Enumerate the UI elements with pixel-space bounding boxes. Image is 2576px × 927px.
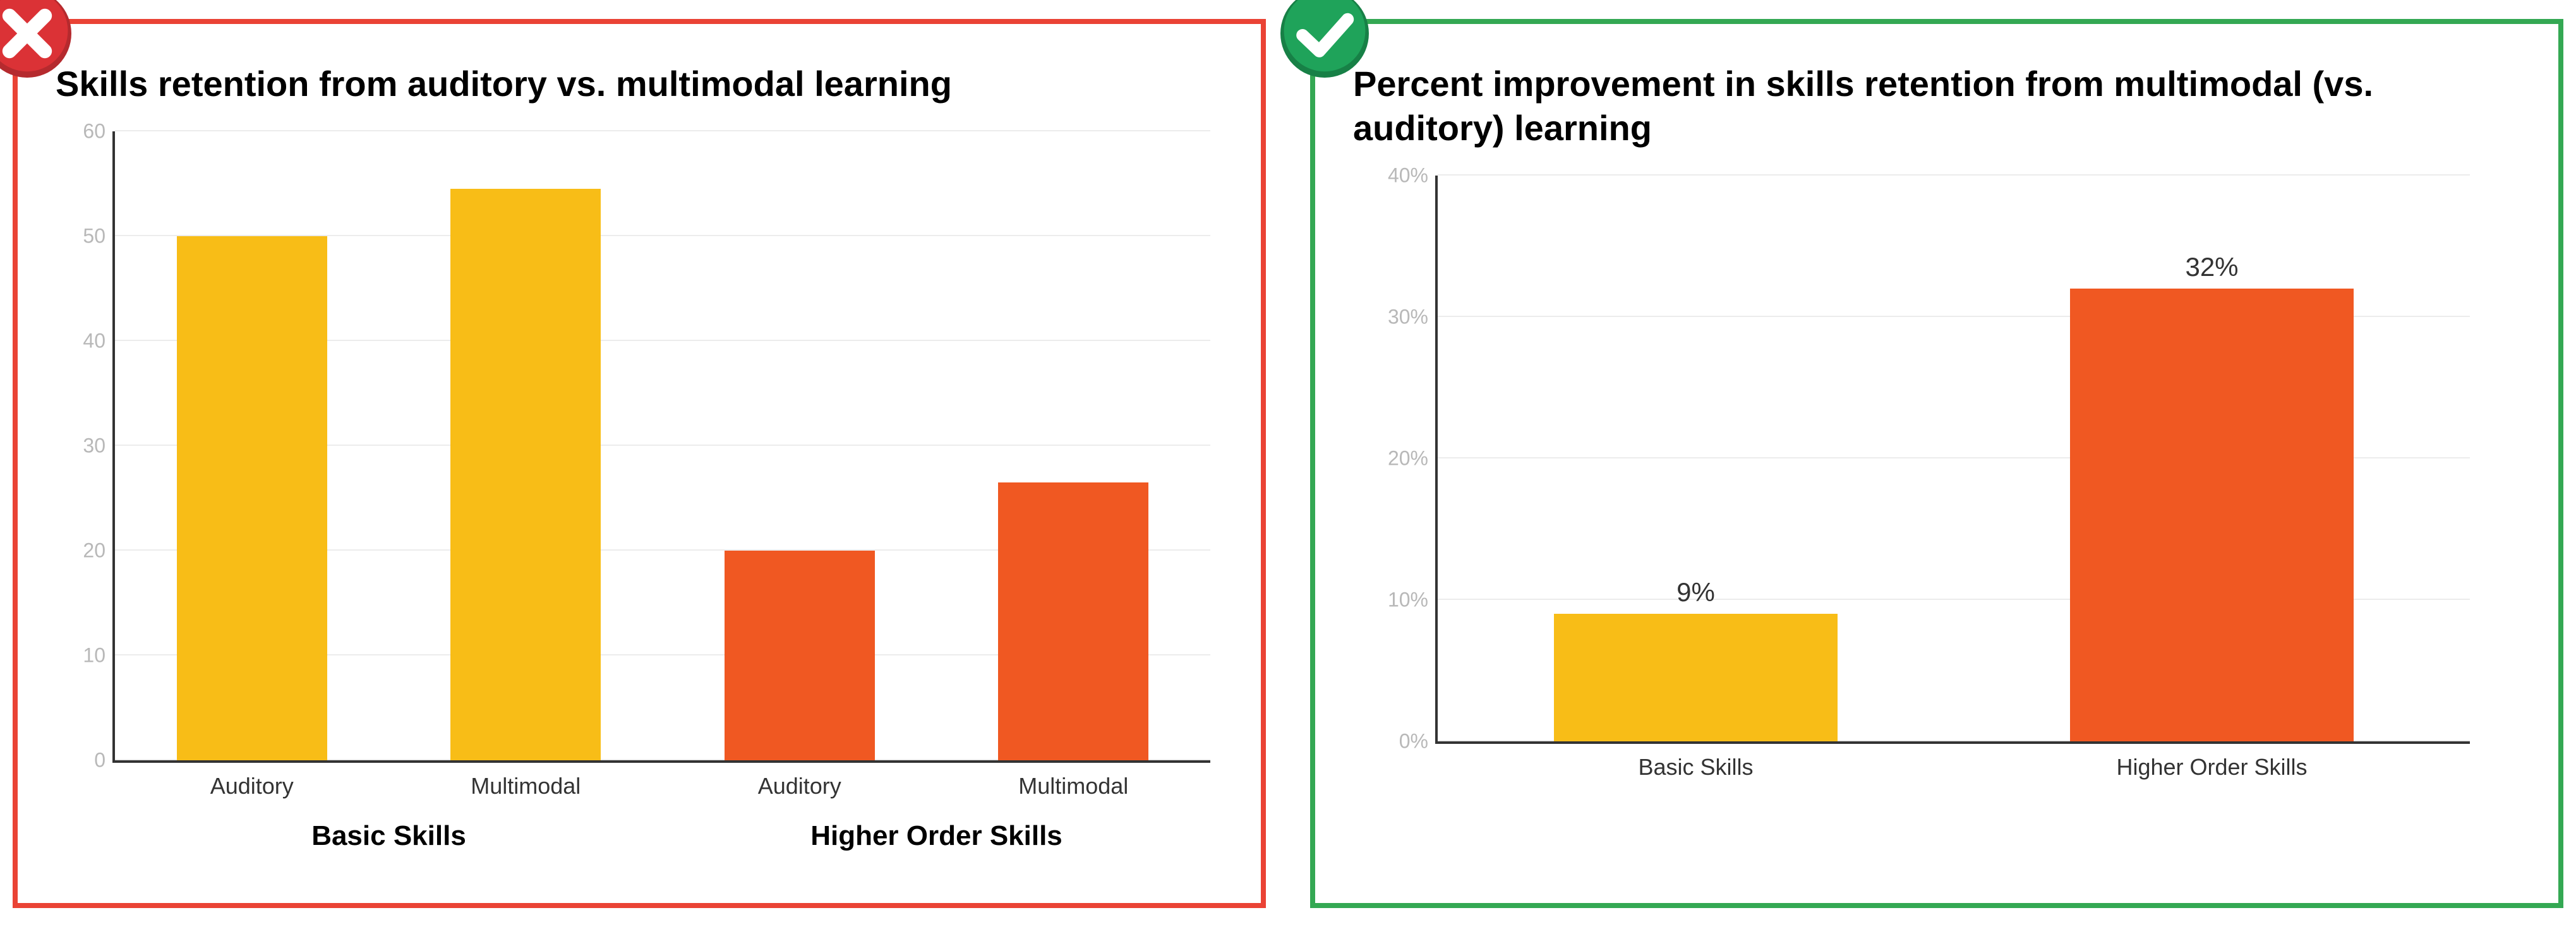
plot-area: 0%10%20%30%40%9%Basic Skills32%Higher Or…: [1435, 176, 2470, 744]
ytick-label: 30: [83, 434, 115, 458]
group-label: Higher Order Skills: [663, 820, 1210, 852]
xtick-label: Higher Order Skills: [1954, 741, 2470, 780]
bar: [450, 189, 601, 760]
check-badge: [1280, 0, 1369, 78]
good-example-panel: Percent improvement in skills retention …: [1310, 19, 2563, 908]
ytick-label: 10: [83, 644, 115, 667]
ytick-label: 40: [83, 330, 115, 353]
bars-container: AuditoryMultimodalBasic SkillsAuditoryMu…: [115, 131, 1210, 760]
right-chart-title: Percent improvement in skills retention …: [1353, 62, 2404, 150]
xtick-label: Auditory: [663, 760, 937, 799]
bar: [2070, 289, 2354, 741]
bars-container: 9%Basic Skills32%Higher Order Skills: [1438, 176, 2470, 741]
bar: [1554, 614, 1838, 741]
bar-value-label: 32%: [2185, 252, 2238, 282]
bar: [177, 236, 327, 760]
bar-column: Multimodal: [937, 131, 1211, 760]
xtick-label: Multimodal: [937, 760, 1211, 799]
bar-column: Auditory: [115, 131, 389, 760]
left-chart: 0102030405060AuditoryMultimodalBasic Ski…: [56, 131, 1223, 763]
xtick-label: Auditory: [115, 760, 389, 799]
bar-column: 32%Higher Order Skills: [1954, 176, 2470, 741]
bar-column: Multimodal: [389, 131, 663, 760]
ytick-label: 20%: [1388, 447, 1438, 470]
ytick-label: 20: [83, 539, 115, 563]
bar-column: 9%Basic Skills: [1438, 176, 1954, 741]
ytick-label: 30%: [1388, 306, 1438, 329]
ytick-label: 40%: [1388, 164, 1438, 188]
ytick-label: 0%: [1399, 730, 1438, 753]
bar: [725, 551, 875, 760]
comparison-wrap: Skills retention from auditory vs. multi…: [0, 0, 2576, 927]
plot-area: 0102030405060AuditoryMultimodalBasic Ski…: [112, 131, 1210, 763]
group-label: Basic Skills: [115, 820, 663, 852]
xtick-label: Multimodal: [389, 760, 663, 799]
left-chart-title: Skills retention from auditory vs. multi…: [56, 62, 1223, 106]
x-badge: [0, 0, 71, 78]
bad-example-panel: Skills retention from auditory vs. multi…: [13, 19, 1266, 908]
bar-column: Auditory: [663, 131, 937, 760]
ytick-label: 50: [83, 225, 115, 248]
bar-value-label: 9%: [1676, 577, 1715, 607]
ytick-label: 10%: [1388, 589, 1438, 612]
ytick-label: 60: [83, 120, 115, 143]
bar-group: AuditoryMultimodalHigher Order Skills: [663, 131, 1210, 760]
bar-group: AuditoryMultimodalBasic Skills: [115, 131, 663, 760]
xtick-label: Basic Skills: [1438, 741, 1954, 780]
bar: [998, 482, 1148, 760]
ytick-label: 0: [94, 749, 115, 772]
right-chart: 0%10%20%30%40%9%Basic Skills32%Higher Or…: [1353, 176, 2520, 744]
